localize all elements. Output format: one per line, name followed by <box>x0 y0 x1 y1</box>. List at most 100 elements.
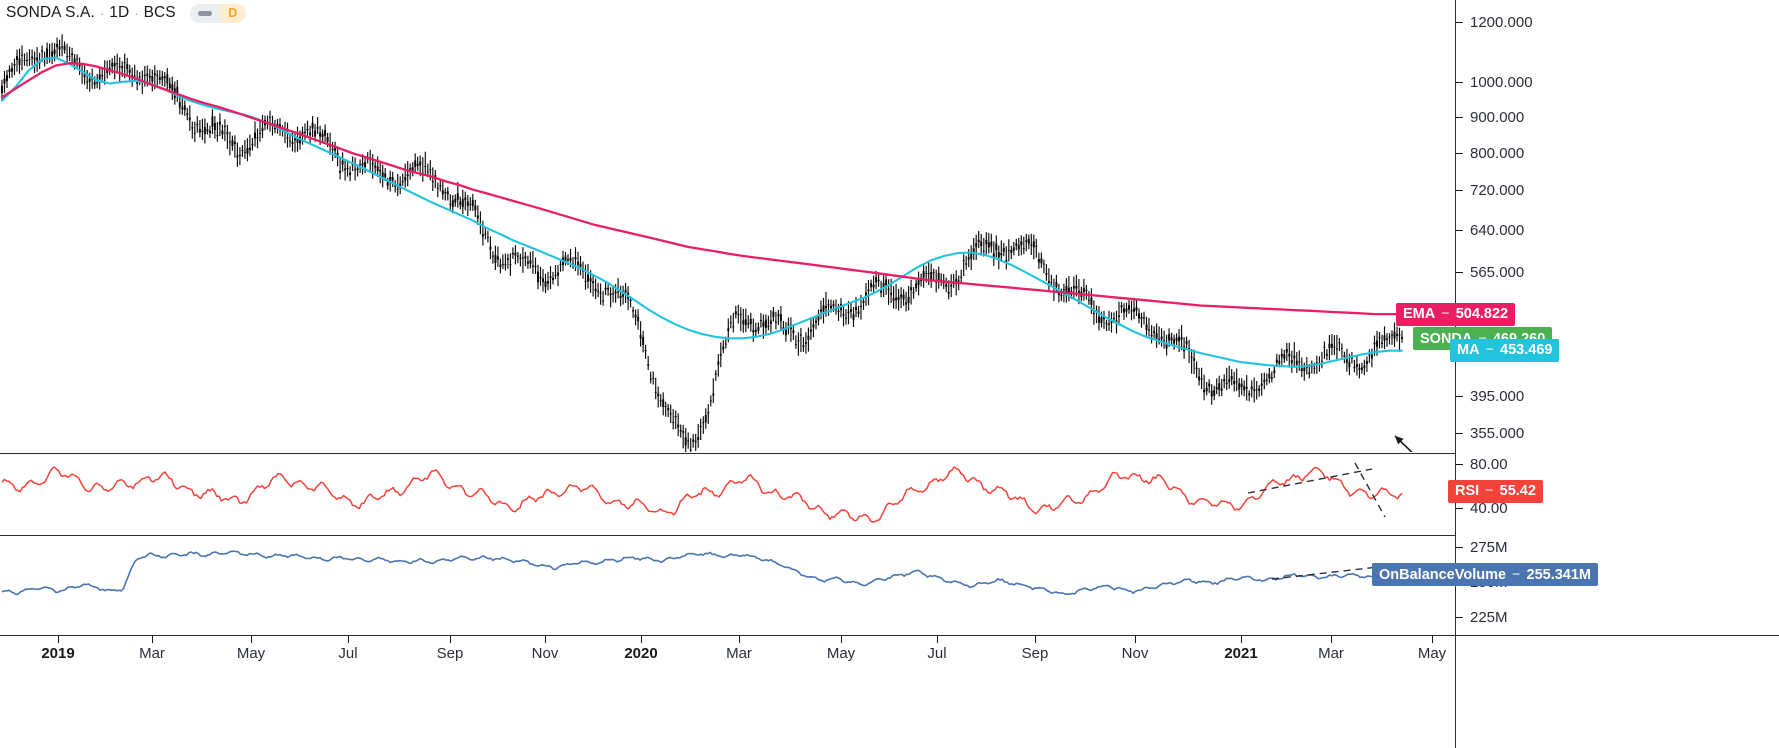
candle-body <box>1190 356 1193 358</box>
badge-obv-label: OnBalanceVolume <box>1379 566 1507 583</box>
candle-body <box>441 190 444 195</box>
candle-body <box>491 255 494 257</box>
candle-body <box>519 257 522 259</box>
volume-tick: 225M <box>1456 609 1508 626</box>
candle-body <box>1118 315 1120 317</box>
time-scale[interactable]: 2019 Mar May Jul Sep Nov 2020 Mar May Jul Sep Nov 20… <box>0 635 1779 748</box>
candle-body <box>51 51 54 57</box>
badge-obv[interactable]: OnBalanceVolume − 255.341M <box>1372 563 1599 587</box>
candle-body <box>1168 334 1171 341</box>
candle-body <box>714 373 717 375</box>
candle-body <box>739 314 742 316</box>
price-series-group <box>0 34 1413 452</box>
tick-mark <box>1456 271 1463 273</box>
candle-body <box>985 240 988 245</box>
candle-body <box>401 181 404 183</box>
candle-body <box>1020 241 1023 246</box>
candle-body <box>842 314 845 316</box>
toggle-day-label[interactable]: D <box>219 3 246 23</box>
candle-body <box>1065 286 1068 296</box>
price-pane[interactable] <box>0 0 1455 452</box>
candle-body <box>1072 286 1075 289</box>
price-scale[interactable]: 1200.000 1000.000 900.000 800.000 720.000 640… <box>1372 0 1779 635</box>
candle-body <box>922 271 925 278</box>
candle-body <box>1365 361 1368 364</box>
candle-body <box>1015 243 1018 246</box>
candle-body <box>1082 288 1085 292</box>
candle-body <box>1205 387 1208 392</box>
candle-body <box>201 130 204 132</box>
candle-body <box>178 102 181 108</box>
candle-body <box>509 264 512 266</box>
candle-body <box>98 74 101 80</box>
candle-body <box>1148 329 1150 331</box>
candle-body <box>727 328 730 331</box>
badge-rsi[interactable]: RSI − 55.42 <box>1448 479 1543 503</box>
candle-body <box>1378 337 1381 339</box>
candle-body <box>604 287 607 290</box>
candle-body <box>188 117 191 121</box>
rsi-chart-canvas[interactable] <box>0 454 1455 534</box>
candle-body <box>163 76 166 78</box>
candle-body <box>531 265 534 267</box>
badge-rsi-value: 55.42 <box>1499 483 1536 500</box>
candle-body <box>860 305 862 307</box>
candle-body <box>1338 342 1341 344</box>
candle-body <box>722 346 725 350</box>
candle-body <box>339 170 342 173</box>
candle-body <box>168 83 171 89</box>
candle-body <box>1012 247 1015 251</box>
exchange-label[interactable]: BCS <box>143 4 176 21</box>
badge-ma[interactable]: MA − 453.469 <box>1450 338 1560 362</box>
candle-body <box>216 135 219 137</box>
time-tick-mark <box>841 636 842 643</box>
toggle-dash-icon[interactable] <box>189 3 220 23</box>
rsi-tick: 80.00 <box>1456 456 1508 473</box>
candle-body <box>1325 353 1328 356</box>
tick-label: 395.000 <box>1470 387 1525 405</box>
symbol-name[interactable]: SONDA S.A. <box>6 4 95 21</box>
candle-body <box>334 147 337 151</box>
interval-toggle[interactable]: D <box>189 3 246 23</box>
price-chart-canvas[interactable] <box>0 0 1455 452</box>
candle-body <box>486 236 489 238</box>
candle-body <box>850 309 852 312</box>
candle-body <box>1030 244 1033 246</box>
candle-body <box>309 132 312 136</box>
candle-body <box>1396 334 1398 336</box>
candle-body <box>1140 316 1143 319</box>
candle-body <box>496 256 499 260</box>
volume-pane[interactable] <box>0 535 1455 635</box>
interval-label[interactable]: 1D <box>109 4 130 21</box>
candle-body <box>1235 381 1238 383</box>
candle-body <box>892 298 895 301</box>
ema-line <box>0 62 1404 316</box>
candle-body <box>557 272 559 276</box>
candle-body <box>431 181 434 183</box>
badge-ema[interactable]: EMA − 504.822 <box>1396 302 1516 326</box>
candle-body <box>1185 341 1188 345</box>
candle-body <box>927 273 930 274</box>
candle-body <box>669 413 672 415</box>
candle-body <box>459 201 462 206</box>
price-tick: 900.000 <box>1456 109 1524 126</box>
candle-body <box>867 289 870 292</box>
candle-body <box>259 133 261 134</box>
candle-body <box>639 335 642 339</box>
time-tick-label: Mar <box>726 645 752 662</box>
candle-body <box>1040 258 1043 264</box>
candle-body <box>474 205 477 211</box>
candle-body <box>306 128 309 131</box>
candle-body <box>792 330 795 333</box>
tick-mark <box>1456 21 1463 23</box>
obv-chart-canvas[interactable] <box>0 536 1455 635</box>
badge-obv-value: 255.341M <box>1526 566 1592 583</box>
candle-body <box>972 248 975 254</box>
rsi-pane[interactable] <box>0 453 1455 534</box>
candle-body <box>41 50 44 52</box>
badge-ema-value: 504.822 <box>1455 306 1509 323</box>
obv-line <box>1 550 1403 596</box>
candle-body <box>1105 323 1108 325</box>
candle-body <box>629 299 632 302</box>
candle-body <box>294 138 296 141</box>
